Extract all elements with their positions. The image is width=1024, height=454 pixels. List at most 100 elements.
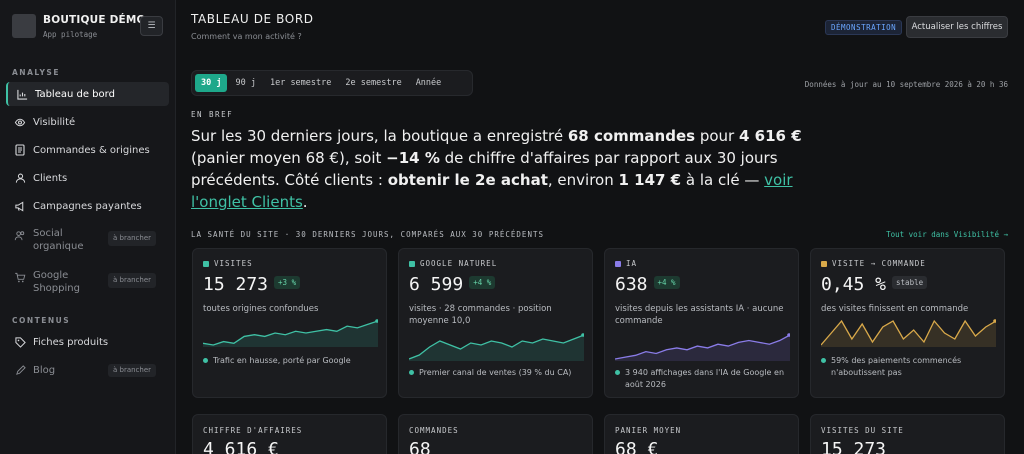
eye-icon	[14, 116, 26, 128]
page-subtitle: Comment va mon activité ?	[191, 32, 302, 41]
sidebar-item-google-shopping[interactable]: Google Shopping	[6, 267, 169, 299]
period-1er-semestre[interactable]: 1er semestre	[269, 78, 332, 88]
clients-tab-link[interactable]: voir l'onglet Clients	[191, 171, 793, 211]
sidebar-item-campagnes[interactable]: Campagnes payantes	[6, 194, 169, 218]
card-note: 59% des paiements commencés n'aboutissen…	[821, 355, 999, 379]
page-title: TABLEAU DE BORD	[191, 12, 314, 26]
sidebar-item-label: Clients	[33, 172, 68, 184]
kpi-card-visites-site: VISITES DU SITE 15 273	[810, 414, 1005, 454]
card-title: GOOGLE NATUREL	[420, 259, 498, 268]
sidebar-item-label: Google Shopping	[33, 270, 80, 294]
kpi-title: VISITES DU SITE	[821, 426, 904, 435]
demo-badge: DÉMONSTRATION	[825, 20, 903, 35]
card-description: des visites finissent en commande	[821, 304, 969, 314]
sparkline-line	[409, 334, 584, 360]
receipt-icon	[14, 144, 26, 156]
kpi-title: PANIER MOYEN	[615, 426, 682, 435]
metric-card-visite-commande: VISITE → COMMANDE 0,45 % stable des visit…	[810, 248, 1005, 398]
status-square	[615, 260, 621, 267]
status-square	[409, 260, 415, 267]
sparkline-line	[615, 334, 790, 360]
card-note: 3 940 affichages dans l'IA de Google en …	[615, 367, 793, 391]
status-badge-social: à brancher	[108, 231, 157, 246]
period-30j[interactable]: 30 j	[195, 74, 228, 92]
sidebar-item-label: Commandes & origines	[33, 144, 150, 156]
section-label-contenus: CONTENUS	[12, 316, 71, 325]
sparkline-end-point	[787, 333, 790, 337]
sidebar-item-label: Fiches produits	[33, 336, 109, 348]
sparkline-area	[821, 321, 996, 347]
status-square	[821, 260, 827, 267]
pen-icon	[14, 364, 26, 376]
kpi-title: COMMANDES	[409, 426, 459, 435]
sidebar: BOUTIQUE DÉMO App pilotage ☰ ANALYSE Tab…	[0, 0, 176, 454]
card-value: 638	[615, 274, 648, 295]
card-title: VISITE → COMMANDE	[832, 259, 926, 268]
period-annee[interactable]: Année	[415, 78, 442, 88]
period-2e-semestre[interactable]: 2e semestre	[345, 78, 402, 88]
metric-card-visites: VISITES 15 273 +3 % toutes origines confo…	[192, 248, 387, 398]
delta-badge: +4 %	[469, 275, 496, 289]
card-value: 0,45 %	[821, 274, 887, 295]
delta-badge: +3 %	[274, 275, 301, 289]
card-value: 6 599	[409, 274, 464, 295]
kpi-card-panier-moyen: PANIER MOYEN 68 €	[604, 414, 799, 454]
sidebar-item-social-organique[interactable]: Social organique	[6, 225, 169, 257]
kpi-value: 15 273	[821, 439, 887, 454]
data-updated-timestamp: Données à jour au 10 septembre 2026 à 20…	[804, 80, 1008, 89]
sidebar-item-visibilite[interactable]: Visibilité	[6, 110, 169, 134]
sidebar-item-commandes[interactable]: Commandes & origines	[6, 138, 169, 162]
menu-icon: ☰	[147, 21, 156, 31]
sparkline	[821, 319, 996, 347]
sparkline	[203, 319, 378, 347]
sparkline	[615, 333, 790, 361]
sidebar-item-label: Visibilité	[33, 116, 76, 128]
sidebar-item-label: Campagnes payantes	[33, 200, 142, 212]
note-dot	[821, 358, 826, 363]
sidebar-item-label: Social organique	[33, 228, 84, 252]
note-dot	[409, 370, 414, 375]
section-label-analyse: ANALYSE	[12, 68, 60, 77]
card-description: visites depuis les assistants IA · aucun…	[615, 304, 784, 326]
sidebar-item-tableau-de-bord[interactable]: Tableau de bord	[6, 82, 169, 106]
sparkline-end-point	[993, 319, 996, 323]
period-selector: 30 j 90 j 1er semestre 2e semestre Année	[191, 70, 473, 96]
users-icon	[14, 229, 26, 241]
brand-subtitle: App pilotage	[43, 30, 98, 39]
sidebar-item-fiches-produits[interactable]: Fiches produits	[6, 330, 169, 354]
delta-badge: stable	[892, 275, 928, 289]
megaphone-icon	[14, 200, 26, 212]
card-description: visites · 28 commandes · position moyenn…	[409, 304, 552, 326]
sidebar-item-clients[interactable]: Clients	[6, 166, 169, 190]
card-title: VISITES	[214, 259, 253, 268]
kpi-value: 4 616 €	[203, 439, 279, 454]
status-badge-shopping: à brancher	[108, 273, 157, 288]
brief-label: EN BREF	[191, 110, 234, 119]
sparkline	[409, 333, 584, 361]
status-square	[203, 260, 209, 267]
metric-card-google-naturel: GOOGLE NATUREL 6 599 +4 % visites · 28 co…	[398, 248, 593, 398]
card-title: IA	[626, 259, 638, 268]
delta-badge: +4 %	[653, 275, 680, 289]
brand: BOUTIQUE DÉMO App pilotage	[12, 14, 146, 39]
sidebar-item-label: Tableau de bord	[35, 88, 115, 100]
status-badge-blog: à brancher	[108, 364, 157, 377]
period-90j[interactable]: 90 j	[235, 78, 256, 88]
sparkline-line	[821, 319, 996, 346]
kpi-card-chiffre-affaires: CHIFFRE D'AFFAIRES 4 616 €	[192, 414, 387, 454]
health-section-label: LA SANTÉ DU SITE · 30 DERNIERS JOURS, CO…	[191, 230, 544, 239]
refresh-button[interactable]: Actualiser les chiffres	[906, 16, 1008, 38]
visibility-link[interactable]: Tout voir dans Visibilité →	[886, 230, 1008, 239]
note-dot	[203, 358, 208, 363]
card-note: Trafic en hausse, porté par Google	[203, 355, 381, 367]
brief-summary: Sur les 30 derniers jours, la boutique a…	[191, 127, 802, 211]
menu-toggle-button[interactable]: ☰	[140, 16, 163, 36]
sparkline-area	[203, 321, 378, 347]
cart-icon	[14, 271, 26, 283]
sidebar-item-blog[interactable]: Blog	[6, 358, 169, 382]
user-icon	[14, 172, 26, 184]
chart-icon	[16, 88, 28, 100]
kpi-value: 68 €	[615, 439, 659, 454]
card-description: toutes origines confondues	[203, 304, 319, 314]
card-value: 15 273	[203, 274, 269, 295]
